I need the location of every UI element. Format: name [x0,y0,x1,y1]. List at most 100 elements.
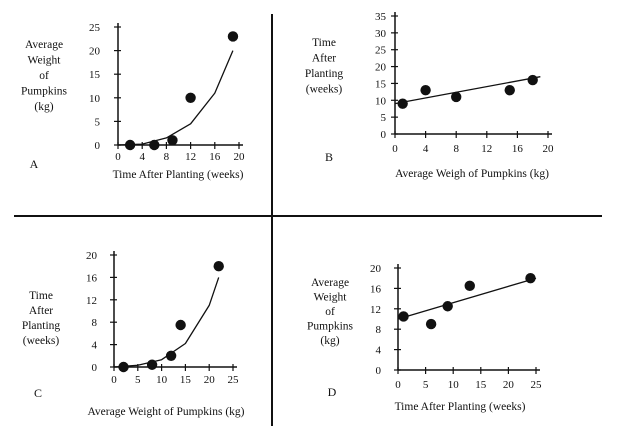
data-point [124,139,136,151]
y-axis-label-line: After [312,53,336,65]
x-tick-label: 25 [531,379,543,391]
data-point [175,319,186,331]
x-tick-label: 15 [475,379,487,391]
y-axis-label-line: Average [25,39,63,51]
panel-c: 0 4 8 12 16 20 0 5 10 15 20 25 Time After Planting (wee… [22,250,245,418]
x-tick-label: 0 [111,374,117,386]
y-axis-label-line: Time [29,290,53,302]
y-axis-label-line: Pumpkins [21,86,68,98]
panels: 0 5 10 15 20 25 0 4 8 12 16 20 Average Weight of Pumpki… [21,11,554,418]
data-point [149,139,160,151]
y-axis-label-line: (weeks) [306,84,343,96]
y-tick-label: 8 [92,317,98,329]
y-tick-label: 5 [95,116,101,128]
y-tick-label: 0 [376,365,382,377]
x-tick-label: 12 [185,151,196,163]
y-tick-label: 15 [89,69,101,81]
y-tick-label: 4 [92,340,98,352]
y-axis-label-line: Pumpkins [307,321,354,333]
data-point [451,91,462,103]
x-tick-label: 15 [180,374,192,386]
y-tick-label: 30 [375,28,387,40]
y-tick-label: 20 [370,263,382,275]
y-tick-label: 16 [86,272,98,284]
y-tick-label: 5 [381,112,387,124]
y-axis-label-line: Average [311,277,349,289]
x-tick-label: 8 [453,143,459,155]
y-axis-label-line: Time [312,37,336,49]
data-point [464,280,475,292]
y-tick-label: 25 [375,45,387,57]
y-tick-label: 16 [370,283,382,295]
y-tick-label: 20 [89,46,101,58]
data-point [525,273,536,284]
data-point [167,135,178,146]
panel-letter: B [325,150,333,164]
x-tick-label: 12 [481,143,492,155]
panel-b: 0 5 10 15 20 25 30 35 0 4 8 12 16 20 Time After Planting… [305,11,554,180]
y-axis-label-line: Planting [305,68,344,80]
data-point [146,359,158,370]
data-point [504,84,515,96]
x-tick-label: 10 [448,379,460,391]
y-tick-label: 12 [370,304,381,316]
panel-letter: A [30,157,39,171]
y-axis-label-line: (kg) [320,335,339,347]
y-tick-label: 4 [376,345,382,357]
y-tick-label: 35 [375,11,387,23]
data-point [165,350,177,361]
y-axis-label-line: (weeks) [23,335,60,347]
y-tick-label: 10 [375,95,387,107]
y-axis-label-line: of [325,306,335,318]
x-tick-label: 4 [139,151,145,163]
data-point [118,361,129,373]
y-axis-label-line: (kg) [34,101,53,113]
data-point [420,84,431,96]
panel-letter: C [34,386,42,400]
panel-d: 0 4 8 12 16 20 0 5 10 15 20 25 Average Weight of Pumpki… [307,263,542,413]
x-tick-label: 5 [135,374,141,386]
trend-line [397,277,537,320]
data-point [213,261,224,272]
y-tick-label: 20 [86,250,98,262]
y-tick-label: 20 [375,62,387,74]
x-tick-label: 0 [395,379,401,391]
data-point [185,92,196,104]
y-axis-label-line: Weight [314,292,348,304]
y-tick-label: 0 [381,129,387,141]
x-tick-label: 8 [164,151,170,163]
y-axis-label-line: Planting [22,320,61,332]
y-tick-label: 15 [375,78,387,90]
panel-a: 0 5 10 15 20 25 0 4 8 12 16 20 Average Weight of Pumpki… [21,22,245,181]
x-axis-label: Average Weight of Pumpkins (kg) [87,406,244,418]
x-tick-label: 16 [209,151,221,163]
data-point [227,31,239,42]
x-tick-label: 20 [204,374,216,386]
x-tick-label: 16 [512,143,524,155]
y-axis-label-line: After [29,305,53,317]
trend-line [394,76,541,105]
y-tick-label: 10 [89,93,101,105]
y-axis-label-line: Weight [28,55,62,67]
trend-curve [113,277,220,368]
x-tick-label: 20 [543,143,555,155]
data-point [442,301,453,312]
y-axis-label-line: of [39,70,49,82]
y-tick-label: 0 [95,140,101,152]
x-tick-label: 10 [156,374,168,386]
x-tick-label: 20 [503,379,515,391]
x-tick-label: 0 [115,151,121,163]
panel-letter: D [328,385,337,399]
y-tick-label: 8 [376,324,382,336]
data-point [398,311,409,322]
x-tick-label: 5 [423,379,429,391]
y-tick-label: 25 [89,22,101,34]
data-point [425,318,437,330]
x-axis-label: Time After Planting (weeks) [113,169,244,181]
x-tick-label: 0 [392,143,398,155]
x-tick-label: 4 [423,143,429,155]
trend-curve [117,50,234,146]
data-point [397,98,408,109]
y-tick-label: 0 [92,362,98,374]
